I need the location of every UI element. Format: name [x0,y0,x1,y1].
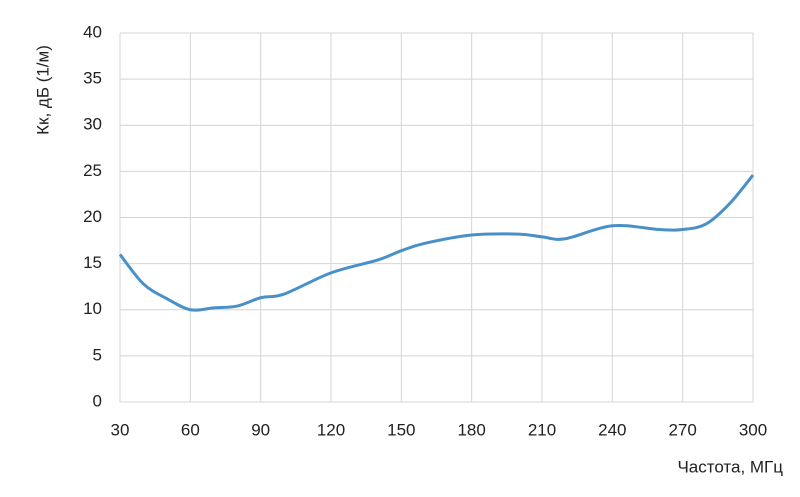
x-tick-label: 150 [387,420,415,439]
x-tick-label: 210 [528,420,556,439]
data-line [118,174,755,312]
y-tick-label: 30 [83,115,102,134]
y-tick-label: 15 [83,253,102,272]
x-tick-label: 300 [739,420,767,439]
y-axis-label: Кк, дБ (1/м) [33,45,52,135]
y-tick-label: 20 [83,207,102,226]
x-axis-label: Частота, МГц [677,457,783,476]
x-tick-label: 240 [598,420,626,439]
x-tick-label: 90 [251,420,270,439]
y-tick-label: 40 [83,22,102,41]
x-tick-label: 120 [317,420,345,439]
y-tick-label: 0 [93,391,102,410]
x-tick-label: 30 [111,420,130,439]
x-tick-label: 180 [457,420,485,439]
y-tick-label: 5 [93,345,102,364]
y-tick-label: 25 [83,161,102,180]
x-tick-label: 270 [668,420,696,439]
y-tick-label: 10 [83,299,102,318]
y-tick-label: 35 [83,69,102,88]
x-tick-label: 60 [181,420,200,439]
